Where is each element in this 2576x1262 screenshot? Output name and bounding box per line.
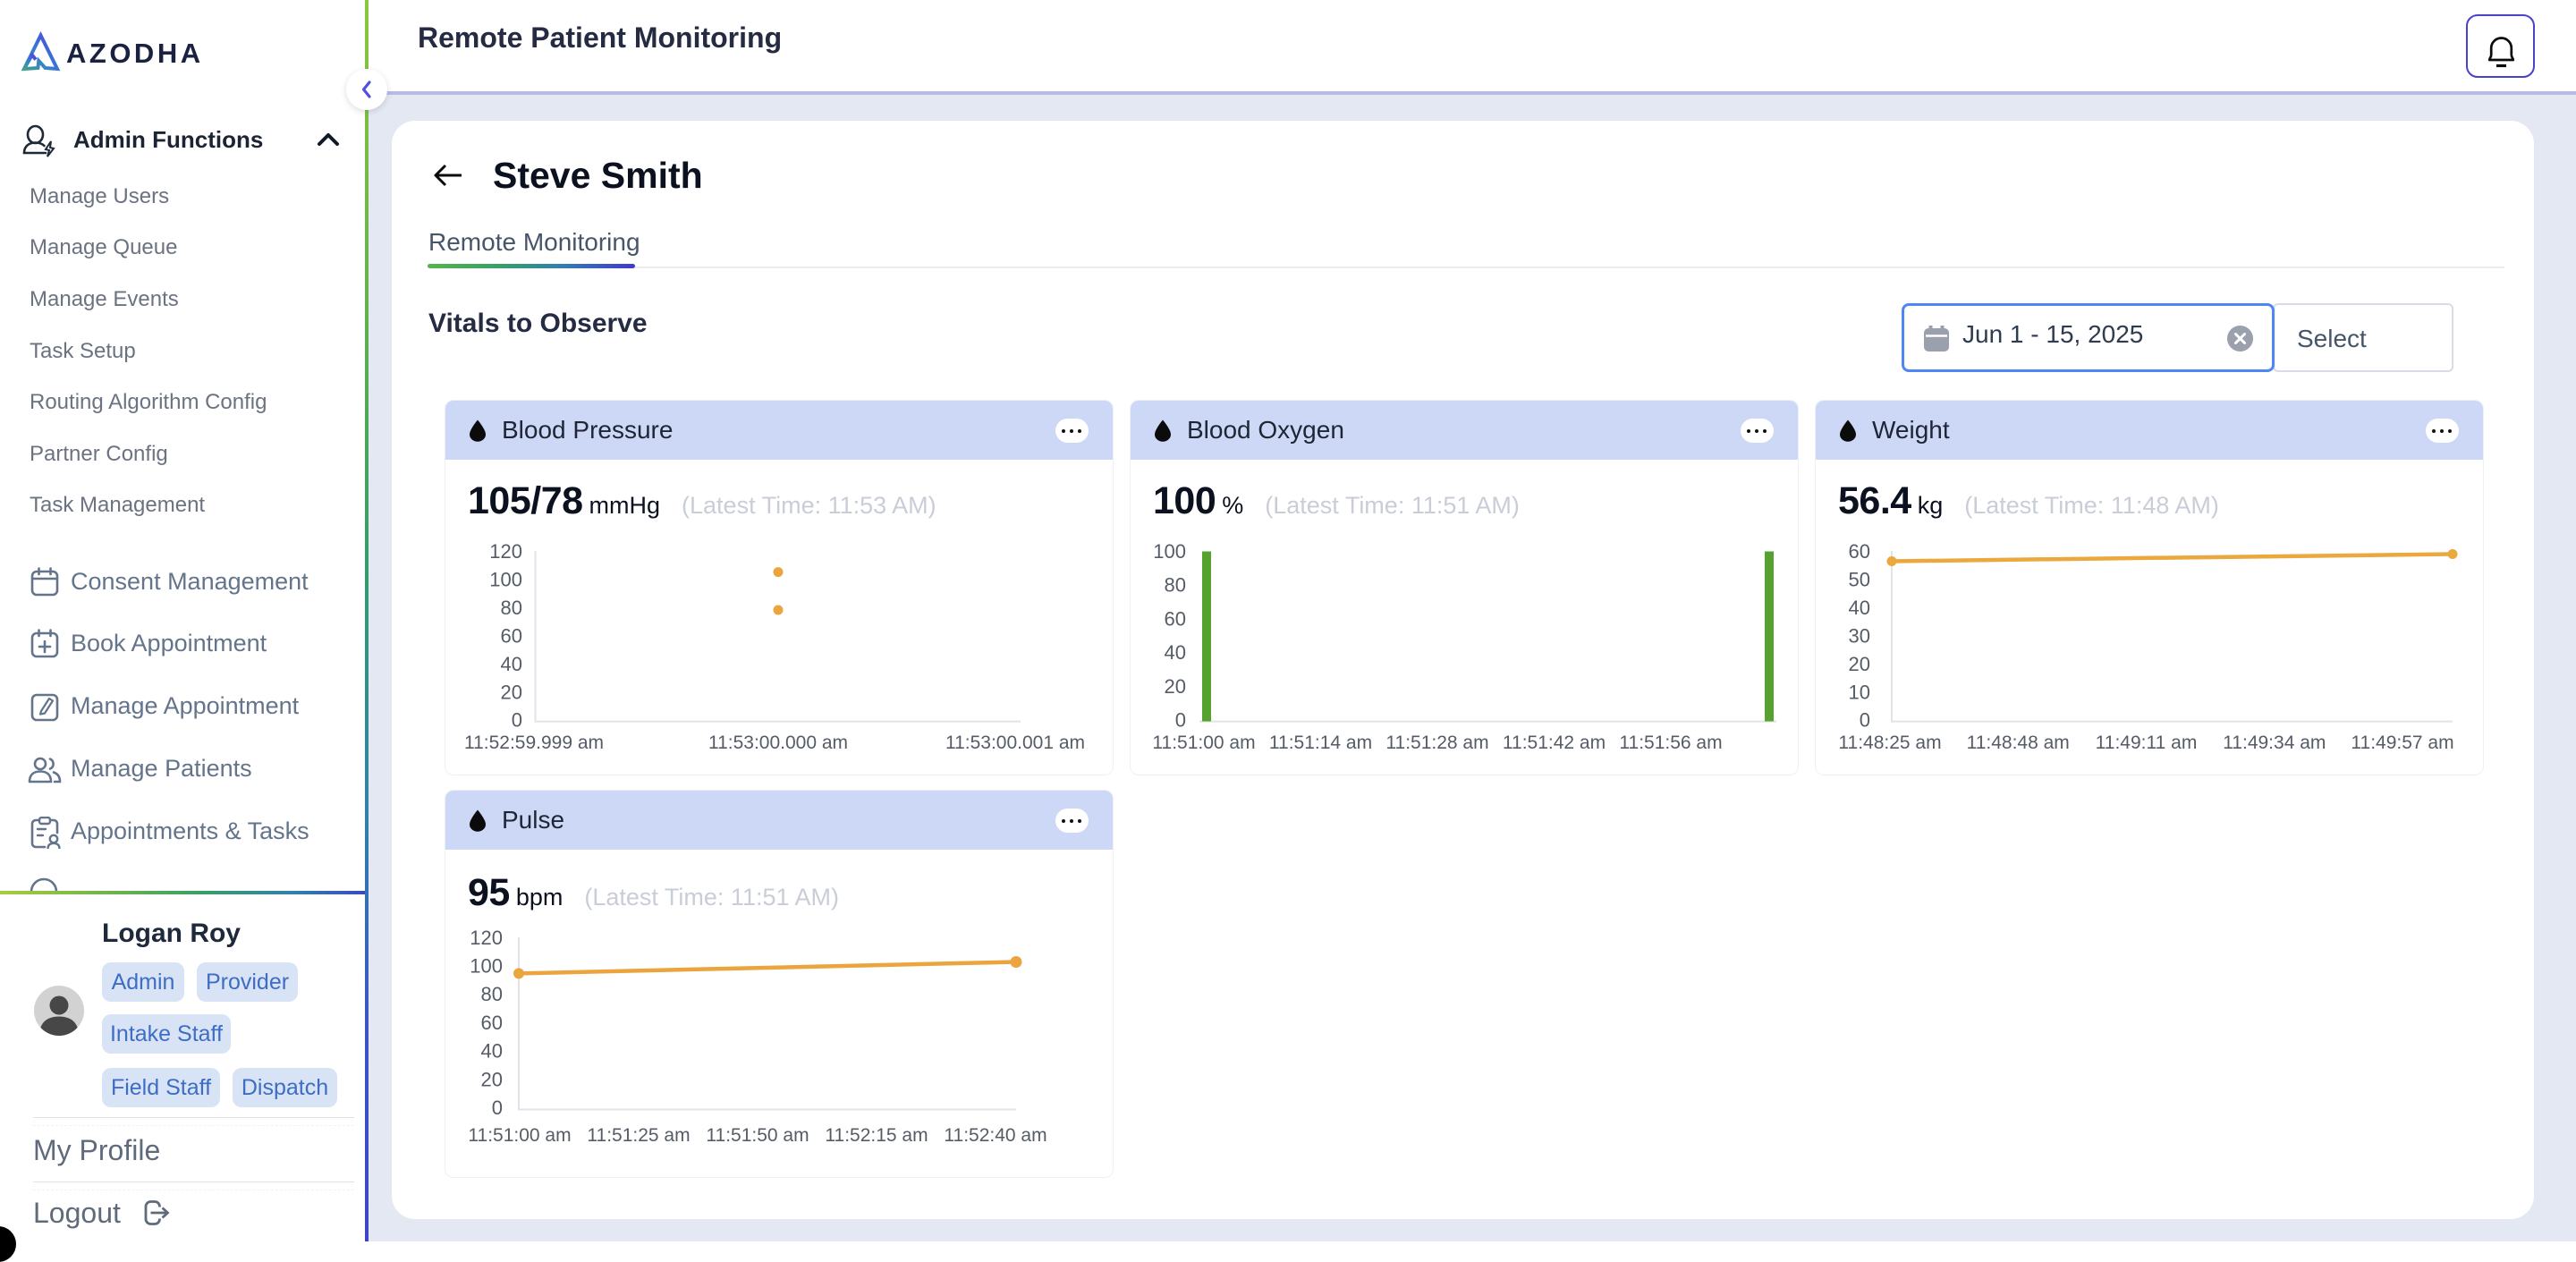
svg-text:100: 100 xyxy=(1153,540,1186,563)
svg-text:11:51:00 am: 11:51:00 am xyxy=(468,1125,571,1146)
svg-text:11:51:56 am: 11:51:56 am xyxy=(1619,733,1722,753)
svg-text:100: 100 xyxy=(489,569,522,591)
svg-text:11:51:50 am: 11:51:50 am xyxy=(706,1125,809,1146)
svg-text:40: 40 xyxy=(1849,597,1870,619)
svg-text:20: 20 xyxy=(501,681,522,703)
svg-text:40: 40 xyxy=(1165,641,1186,664)
svg-text:0: 0 xyxy=(512,709,522,732)
svg-text:11:53:00.001 am: 11:53:00.001 am xyxy=(945,733,1085,753)
svg-text:20: 20 xyxy=(1849,653,1870,675)
svg-text:11:51:28 am: 11:51:28 am xyxy=(1385,733,1488,753)
svg-text:0: 0 xyxy=(1175,709,1186,732)
svg-text:30: 30 xyxy=(1849,624,1870,647)
svg-text:120: 120 xyxy=(470,927,503,949)
svg-text:0: 0 xyxy=(1860,709,1870,732)
svg-text:11:52:40 am: 11:52:40 am xyxy=(944,1125,1046,1146)
svg-text:20: 20 xyxy=(481,1068,503,1090)
svg-text:60: 60 xyxy=(501,624,522,647)
svg-text:60: 60 xyxy=(1849,540,1870,563)
svg-text:100: 100 xyxy=(470,955,503,978)
svg-text:40: 40 xyxy=(501,653,522,675)
svg-text:11:52:15 am: 11:52:15 am xyxy=(825,1125,928,1146)
svg-text:11:49:34 am: 11:49:34 am xyxy=(2223,733,2326,753)
svg-text:120: 120 xyxy=(489,540,522,563)
svg-text:20: 20 xyxy=(1165,675,1186,698)
svg-text:80: 80 xyxy=(501,597,522,619)
svg-text:60: 60 xyxy=(481,1012,503,1034)
svg-text:60: 60 xyxy=(1165,608,1186,631)
svg-text:11:51:00 am: 11:51:00 am xyxy=(1152,733,1255,753)
svg-text:40: 40 xyxy=(481,1040,503,1063)
svg-text:80: 80 xyxy=(1165,574,1186,597)
svg-text:11:49:57 am: 11:49:57 am xyxy=(2351,733,2453,753)
svg-text:80: 80 xyxy=(481,983,503,1005)
svg-text:10: 10 xyxy=(1849,681,1870,703)
svg-text:50: 50 xyxy=(1849,569,1870,591)
svg-text:11:51:42 am: 11:51:42 am xyxy=(1503,733,1606,753)
svg-text:11:51:14 am: 11:51:14 am xyxy=(1269,733,1372,753)
svg-text:11:51:25 am: 11:51:25 am xyxy=(587,1125,690,1146)
svg-text:11:49:11 am: 11:49:11 am xyxy=(2096,733,2198,753)
svg-text:11:48:25 am: 11:48:25 am xyxy=(1838,733,1941,753)
svg-text:11:52:59.999 am: 11:52:59.999 am xyxy=(464,733,604,753)
svg-text:0: 0 xyxy=(492,1097,503,1119)
svg-text:11:53:00.000 am: 11:53:00.000 am xyxy=(708,733,848,753)
svg-text:11:48:48 am: 11:48:48 am xyxy=(1967,733,2070,753)
